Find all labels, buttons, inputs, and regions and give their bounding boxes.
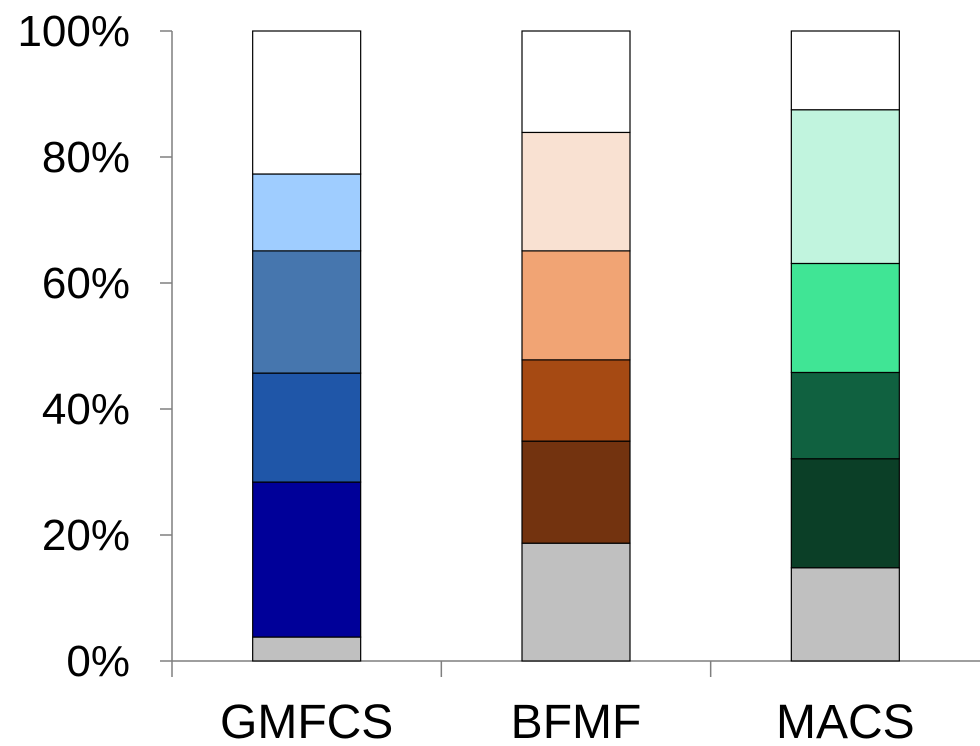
y-tick-label: 0% [66,637,130,686]
x-category-label: GMFCS [220,696,393,746]
bar-stack-gmfcs [252,30,362,662]
bar-segment-1 [252,636,362,662]
y-tick-label: 60% [42,259,130,308]
bar-stack-bfmf [521,30,631,662]
bar-segment-2 [252,481,362,638]
bar-segment-6 [790,30,900,111]
x-category-label: MACS [776,696,915,746]
y-tick-label: 20% [42,511,130,560]
bar-segment-5 [790,109,900,265]
bar-segment-5 [521,131,631,252]
y-axis: 0% 20% 40% 60% 80% 100% [17,7,173,686]
bar-segment-3 [790,371,900,460]
y-tick-label: 40% [42,385,130,434]
x-category-label: BFMF [511,696,642,746]
bar-stack-macs [790,30,900,662]
x-axis: GMFCS BFMF MACS [171,660,980,746]
y-tick-label: 80% [42,133,130,182]
bar-segment-3 [252,372,362,483]
plot-area [252,30,900,662]
bar-segment-1 [521,542,631,662]
bar-segment-4 [252,250,362,374]
bar-segment-4 [790,262,900,374]
bar-segment-6 [521,30,631,134]
bar-segment-1 [790,567,900,662]
y-tick-label: 100% [17,7,130,56]
bar-segment-3 [521,359,631,442]
bar-segment-4 [521,250,631,361]
bar-segment-5 [252,173,362,252]
bar-segment-6 [252,30,362,175]
bar-segment-2 [521,440,631,544]
bar-segment-2 [790,458,900,569]
